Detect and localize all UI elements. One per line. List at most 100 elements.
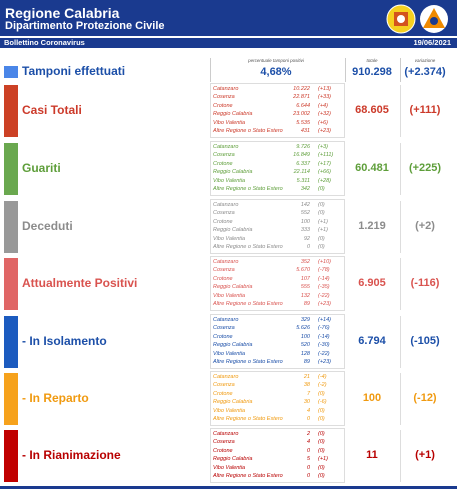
province-value: 128 [300,350,310,357]
province-name: Reggio Calabria [213,284,253,291]
province-name: Catanzaro [213,144,239,150]
province-value: 2 [306,431,310,437]
province-name: Reggio Calabria [213,399,253,406]
province-value: 22.114 [293,169,310,176]
province-change: (0) [318,210,325,217]
province-value: 7 [306,390,310,397]
percent-value: 4,68% [260,66,292,78]
province-name: Cosenza [213,267,235,274]
province-value: 6.644 [296,102,310,109]
total-value: 60.481 [355,162,389,174]
province-name: Crotone [213,333,233,340]
province-name: Vibo Valentia [213,235,246,242]
separator [210,58,211,82]
province-change: (0) [318,464,325,471]
province-box [210,371,345,426]
separator [400,201,401,253]
province-change: (-30) [318,342,330,349]
change-value: (+111) [409,104,441,116]
province-change: (0) [318,439,325,446]
province-name: Cosenza [213,210,235,217]
section-label: - In Rianimazione [22,448,121,462]
province-name: Cosenza [213,94,235,101]
province-change: (0) [318,244,325,250]
province-name: Vibo Valentia [213,292,246,299]
province-value: 5.670 [296,267,310,274]
section-label: - In Reparto [22,391,89,405]
column-header: totale [366,58,378,63]
change-value: (-105) [410,335,440,347]
province-value: 100 [300,218,310,225]
province-change: (-2) [318,382,327,389]
total-value: 11 [366,449,378,461]
province-change: (-35) [318,284,330,291]
province-value: 132 [300,292,310,299]
province-change: (+23) [318,128,331,134]
change-value: (+1) [415,449,435,461]
province-value: 0 [306,447,310,454]
change-value: (+2) [415,220,435,232]
province-value: 4 [306,407,310,414]
province-value: 107 [300,275,310,282]
total-value: 1.219 [358,220,386,232]
province-value: 30 [303,399,310,406]
province-name: Reggio Calabria [213,227,253,234]
province-name: Altre Regione o Stato Estero [213,473,283,479]
province-name: Cosenza [213,152,235,159]
section-marker [4,430,18,482]
section-label: Deceduti [22,219,73,233]
section-marker [4,85,18,137]
province-name: Altre Regione o Stato Estero [213,186,283,192]
province-change: (+4) [318,102,328,109]
province-change: (+1) [318,227,328,234]
province-value: 38 [303,382,310,389]
province-change: (0) [318,186,325,192]
column-header: percentuale tamponi positivi [248,58,304,63]
province-name: Catanzaro [213,86,239,92]
tests-marker [4,66,18,78]
province-value: 89 [303,359,310,365]
province-value: 6.337 [296,160,310,167]
province-name: Altre Regione o Stato Estero [213,416,283,422]
total-value: 6.794 [358,335,386,347]
province-name: Altre Regione o Stato Estero [213,244,283,250]
province-box [210,141,345,196]
province-change: (+13) [318,86,331,92]
province-change: (-22) [318,350,330,357]
province-change: (0) [318,407,325,414]
section-marker [4,258,18,310]
province-box [210,256,345,311]
province-value: 5.311 [296,177,310,184]
province-change: (0) [318,202,325,208]
province-change: (0) [318,390,325,397]
separator [400,143,401,195]
province-value: 0 [306,416,310,422]
province-change: (+1) [318,456,328,463]
province-change: (+3) [318,144,328,150]
change-value: (-116) [410,277,440,289]
province-value: 21 [303,374,310,380]
province-box [210,428,345,483]
province-change: (+10) [318,259,331,265]
province-name: Crotone [213,218,233,225]
province-value: 431 [300,128,310,134]
section-label: Casi Totali [22,103,82,117]
province-box [210,199,345,254]
province-change: (+14) [318,317,331,323]
section-label: Guariti [22,161,61,175]
province-change: (+33) [318,94,331,101]
province-value: 5.535 [296,119,310,126]
date: 19/06/2021 [413,38,451,47]
province-box [210,83,345,138]
province-value: 92 [303,235,310,242]
change-value: (-12) [413,392,437,404]
province-name: Crotone [213,160,233,167]
tests-label: Tamponi effettuati [22,64,126,78]
province-value: 329 [300,317,310,323]
change-value: (+225) [408,162,442,174]
province-name: Altre Regione o Stato Estero [213,301,283,307]
province-name: Reggio Calabria [213,169,253,176]
section-marker [4,201,18,253]
section-label: Attualmente Positivi [22,276,138,290]
